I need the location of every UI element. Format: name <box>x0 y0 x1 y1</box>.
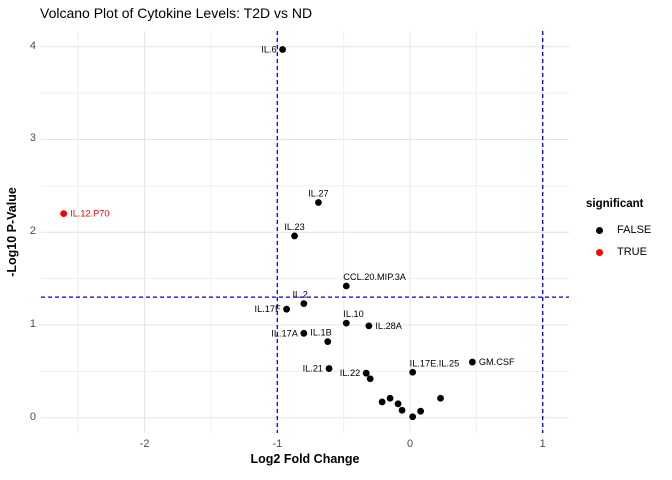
x-tick-label: 1 <box>539 438 546 450</box>
legend-title: significant <box>586 198 644 210</box>
data-point <box>398 406 406 414</box>
data-point <box>378 398 386 406</box>
point-label: IL.17E.IL.25 <box>410 358 460 368</box>
data-point <box>437 394 444 402</box>
true-point-swatch-icon <box>596 248 603 256</box>
data-point <box>409 368 417 376</box>
point-label: IL.10 <box>343 309 363 319</box>
data-point <box>365 322 373 330</box>
data-point <box>324 338 332 346</box>
point-label: IL.12.P70 <box>70 209 109 219</box>
data-point <box>283 305 290 313</box>
legend-item-true: TRUE <box>586 241 651 263</box>
data-point <box>279 46 287 53</box>
plot-canvas: IL.6 IL.12.P70 IL.27 IL.23 CCL.20.MIP.3A IL.2… <box>41 31 569 433</box>
data-point <box>409 413 417 421</box>
point-label: IL.22 <box>340 368 360 378</box>
data-point <box>468 358 476 366</box>
data-point <box>366 375 374 383</box>
y-tick-label: 0 <box>29 410 36 423</box>
legend: significant FALSE TRUE <box>586 198 651 263</box>
data-point <box>60 210 68 218</box>
point-label: IL.23 <box>284 222 304 232</box>
data-point <box>315 199 322 206</box>
data-point <box>300 329 308 337</box>
point-label: IL.6 <box>261 44 276 54</box>
x-tick-label: -1 <box>272 438 283 450</box>
point-label: IL.21 <box>303 364 323 374</box>
legend-label-true: TRUE <box>617 246 647 258</box>
point-label: CCL.20.MIP.3A <box>343 272 407 282</box>
y-tick-label: 4 <box>29 39 36 52</box>
data-point <box>362 369 370 377</box>
legend-label-false: FALSE <box>617 224 652 236</box>
data-point <box>291 232 298 240</box>
point-label: IL.2 <box>293 290 308 300</box>
point-label: IL.27 <box>308 189 328 199</box>
data-point <box>386 394 394 402</box>
x-tick-label: 0 <box>406 438 414 450</box>
point-label: IL.1B <box>310 328 331 338</box>
legend-item-false: FALSE <box>586 219 651 241</box>
data-point <box>417 407 425 415</box>
point-label: GM.CSF <box>479 357 515 367</box>
y-tick-label: 3 <box>29 132 36 145</box>
data-point <box>325 365 333 372</box>
x-tick-label: -2 <box>139 438 150 450</box>
false-point-swatch-icon <box>596 226 603 234</box>
data-point <box>342 282 350 290</box>
point-label: IL.17A <box>271 328 298 338</box>
y-tick-label: 2 <box>29 225 36 238</box>
data-point <box>300 300 308 308</box>
plot-panel: IL.6 IL.12.P70 IL.27 IL.23 CCL.20.MIP.3A IL.2… <box>41 31 569 433</box>
data-point <box>394 400 402 408</box>
plot-title: Volcano Plot of Cytokine Levels: T2D vs … <box>40 5 313 21</box>
data-point <box>342 319 350 327</box>
y-tick-label: 1 <box>29 317 36 330</box>
x-axis-title: Log2 Fold Change <box>250 452 360 466</box>
point-label: IL.28A <box>375 321 402 331</box>
point-label: IL.17F <box>255 304 281 314</box>
